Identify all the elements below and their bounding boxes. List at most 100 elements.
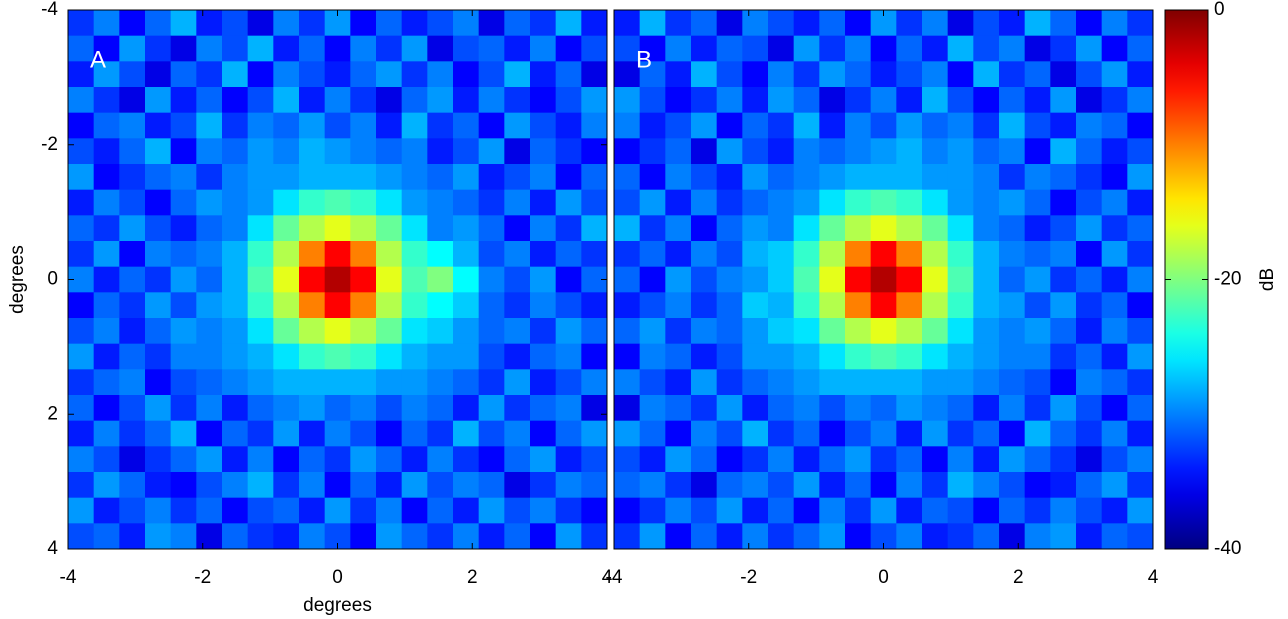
heatmap-cell (870, 189, 897, 216)
heatmap-cell (324, 395, 351, 422)
heatmap-cell (999, 497, 1026, 524)
heatmap-cell (1101, 164, 1128, 191)
heatmap-cell (222, 10, 249, 37)
heatmap-cell (768, 189, 795, 216)
heatmap-cell (170, 343, 197, 370)
heatmap-cell (350, 112, 377, 139)
heatmap-cell (691, 343, 718, 370)
heatmap-cell (68, 395, 95, 422)
heatmap-cell (324, 343, 351, 370)
heatmap-cell (742, 241, 769, 268)
heatmap-cell (1050, 138, 1077, 165)
heatmap-cell (324, 87, 351, 114)
heatmap-cell (376, 472, 403, 499)
heatmap-cell (93, 343, 120, 370)
heatmap-cell (504, 10, 531, 37)
heatmap-cell (299, 318, 326, 345)
heatmap-cell (947, 215, 974, 242)
heatmap-cell (665, 61, 692, 88)
heatmap-cell (999, 472, 1026, 499)
heatmap-cell (1024, 266, 1051, 293)
heatmap-cell (973, 523, 1000, 550)
heatmap-cell (870, 164, 897, 191)
heatmap-cell (581, 87, 608, 114)
heatmap-cell (453, 395, 480, 422)
heatmap-cell (478, 395, 505, 422)
heatmap-cell (119, 87, 146, 114)
heatmap-cell (324, 497, 351, 524)
heatmap-cell (691, 446, 718, 473)
heatmap-cell (427, 164, 454, 191)
heatmap-cell (1127, 343, 1154, 370)
heatmap-cell (665, 523, 692, 550)
heatmap-cell (581, 343, 608, 370)
heatmap-cell (819, 369, 846, 396)
heatmap-cell (453, 420, 480, 447)
heatmap-cell (896, 138, 923, 165)
heatmap-cell (453, 215, 480, 242)
heatmap-cell (742, 266, 769, 293)
heatmap-cell (716, 420, 743, 447)
heatmap-cell (324, 61, 351, 88)
heatmap-cell (1127, 87, 1154, 114)
heatmap-cell (478, 138, 505, 165)
heatmap-cell (401, 10, 428, 37)
heatmap-cell (376, 446, 403, 473)
heatmap-cell (350, 266, 377, 293)
heatmap-cell (530, 266, 557, 293)
heatmap-cell (896, 318, 923, 345)
heatmap-cell (691, 215, 718, 242)
heatmap-cell (819, 266, 846, 293)
heatmap-cell (273, 523, 300, 550)
heatmap-cell (1024, 189, 1051, 216)
heatmap-cell (376, 138, 403, 165)
heatmap-cell (376, 164, 403, 191)
heatmap-cell (119, 318, 146, 345)
heatmap-cell (845, 266, 872, 293)
heatmap-cell (478, 35, 505, 62)
heatmap-cell (68, 138, 95, 165)
heatmap-cell (324, 472, 351, 499)
heatmap-cell (145, 35, 172, 62)
heatmap-cell (222, 61, 249, 88)
heatmap-cell (119, 395, 146, 422)
heatmap-cell (324, 164, 351, 191)
heatmap-cell (999, 266, 1026, 293)
heatmap-cell (768, 472, 795, 499)
heatmap-cell (1076, 369, 1103, 396)
heatmap-cell (324, 292, 351, 319)
heatmap-cell (324, 266, 351, 293)
heatmap-cell (145, 215, 172, 242)
heatmap-cell (922, 395, 949, 422)
x-tick-label: 2 (1013, 567, 1024, 588)
heatmap-cell (896, 164, 923, 191)
heatmap-cell (247, 446, 274, 473)
heatmap-cell (68, 164, 95, 191)
heatmap-cell (222, 497, 249, 524)
heatmap-cell (1127, 395, 1154, 422)
heatmap-cell (222, 420, 249, 447)
heatmap-cell (119, 61, 146, 88)
heatmap-cell (145, 497, 172, 524)
heatmap-cell (555, 35, 582, 62)
heatmap-cell (639, 164, 666, 191)
heatmap-cell (1076, 138, 1103, 165)
heatmap-cell (1050, 241, 1077, 268)
heatmap-cell (504, 446, 531, 473)
heatmap-cell (222, 395, 249, 422)
heatmap-cell (845, 395, 872, 422)
heatmap-cell (555, 497, 582, 524)
heatmap-cell (401, 420, 428, 447)
heatmap-cell (999, 523, 1026, 550)
heatmap-cell (324, 35, 351, 62)
heatmap-cell (1127, 420, 1154, 447)
heatmap-cell (768, 292, 795, 319)
heatmap-cell (427, 497, 454, 524)
x-tick-label: 4 (602, 567, 613, 588)
heatmap-cell (222, 446, 249, 473)
heatmap-cell (845, 497, 872, 524)
heatmap-cell (222, 138, 249, 165)
y-tick-label: 2 (47, 403, 58, 424)
heatmap-cell (222, 35, 249, 62)
heatmap-cell (581, 523, 608, 550)
